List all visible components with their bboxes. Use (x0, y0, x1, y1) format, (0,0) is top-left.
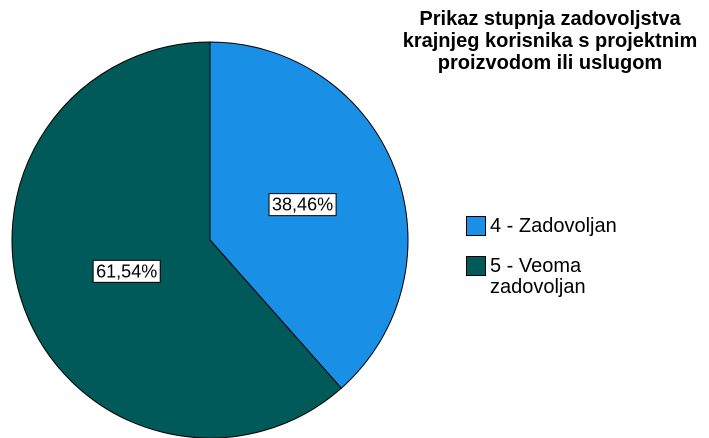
legend-swatch (466, 256, 486, 276)
legend-label: 4 - Zadovoljan (490, 215, 617, 237)
data-label: 61,54% (92, 259, 161, 283)
legend-swatch (466, 216, 486, 236)
legend-label: 5 - Veoma zadovoljan (490, 255, 586, 298)
data-label-text: 38,46% (272, 195, 333, 215)
pie-slice (11, 41, 343, 438)
data-label-box (268, 193, 337, 217)
data-label: 38,46% (268, 193, 337, 217)
data-label-text: 61,54% (96, 261, 157, 281)
chart-title: Prikaz stupnja zadovoljstva krajnjeg kor… (402, 8, 698, 74)
data-label-box (92, 259, 161, 283)
